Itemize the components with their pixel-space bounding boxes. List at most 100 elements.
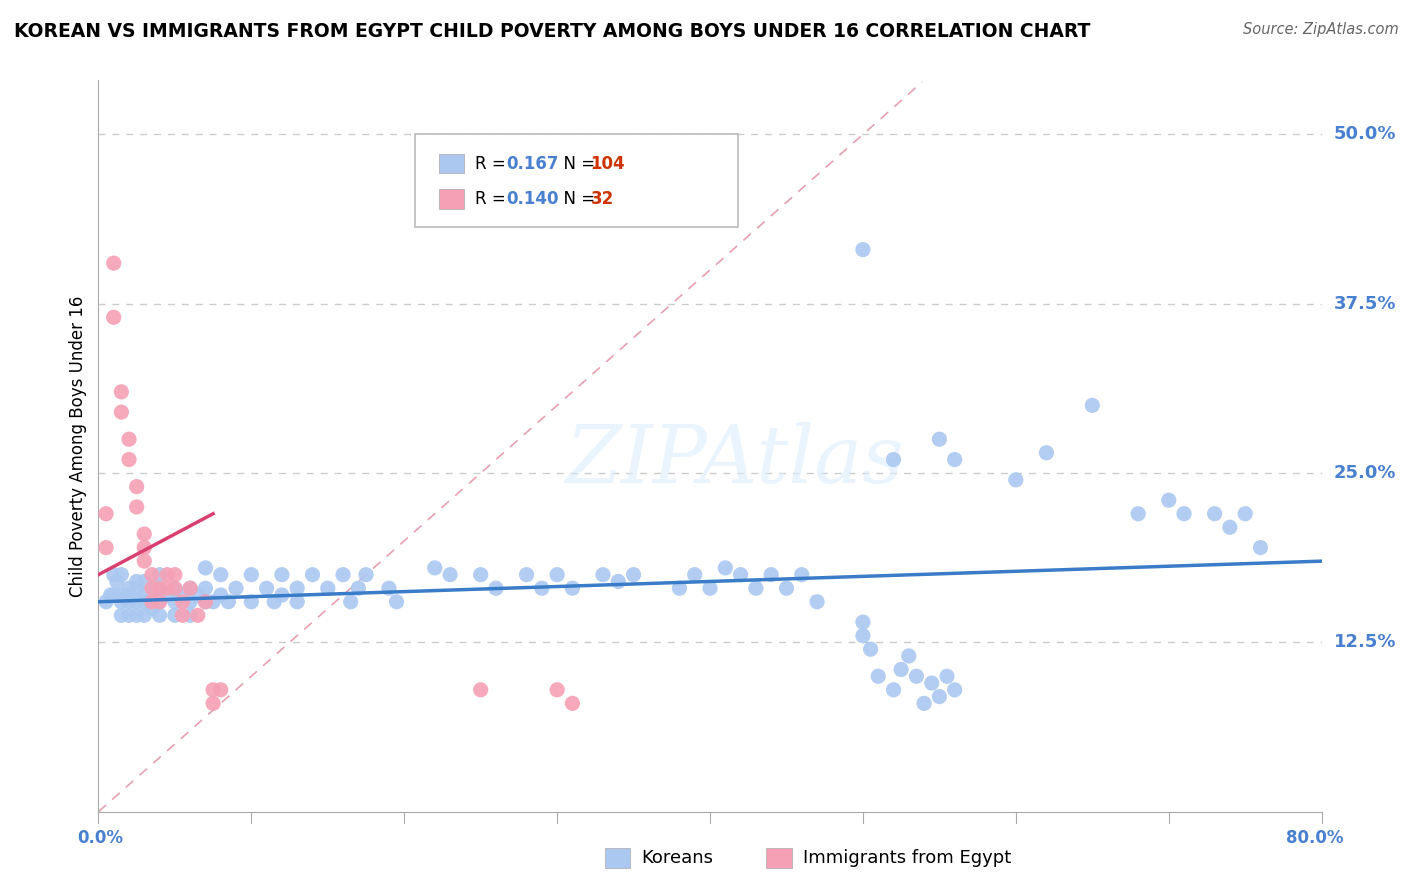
Point: [163, 567, 186, 582]
Text: 50.0%: 50.0%: [1334, 126, 1396, 144]
Point: [943, 452, 966, 467]
Point: [1004, 473, 1026, 487]
Point: [270, 567, 292, 582]
Text: 25.0%: 25.0%: [1334, 464, 1396, 482]
Point: [285, 595, 308, 609]
Point: [354, 567, 377, 582]
Point: [134, 541, 156, 555]
Point: [1128, 507, 1150, 521]
Point: [485, 581, 508, 595]
Point: [125, 500, 148, 514]
Text: Source: ZipAtlas.com: Source: ZipAtlas.com: [1243, 22, 1399, 37]
Point: [202, 595, 225, 609]
Point: [125, 574, 148, 589]
Point: [110, 588, 132, 602]
Point: [118, 432, 141, 446]
Point: [103, 588, 125, 602]
Point: [347, 581, 370, 595]
Point: [194, 581, 217, 595]
Point: [240, 567, 263, 582]
Point: [905, 669, 928, 683]
Point: [1204, 507, 1226, 521]
Point: [103, 567, 125, 582]
Point: [301, 567, 323, 582]
Point: [470, 682, 492, 697]
Point: [118, 608, 141, 623]
Point: [149, 608, 172, 623]
Point: [110, 567, 132, 582]
Text: 12.5%: 12.5%: [1334, 633, 1396, 651]
Text: 37.5%: 37.5%: [1334, 294, 1396, 313]
Point: [883, 452, 905, 467]
Point: [179, 581, 201, 595]
Point: [1035, 446, 1057, 460]
Text: R =: R =: [475, 154, 512, 173]
Point: [332, 567, 354, 582]
Point: [209, 567, 232, 582]
Point: [378, 581, 401, 595]
Point: [1234, 507, 1257, 521]
Point: [103, 256, 125, 270]
Point: [105, 574, 128, 589]
Text: ZIPAtlas: ZIPAtlas: [565, 422, 904, 500]
Point: [156, 581, 179, 595]
Point: [179, 595, 201, 609]
Point: [1249, 541, 1271, 555]
Point: [240, 595, 263, 609]
Point: [943, 682, 966, 697]
Point: [1173, 507, 1195, 521]
Point: [699, 581, 721, 595]
Text: 0.167: 0.167: [506, 154, 558, 173]
Point: [103, 310, 125, 325]
Point: [179, 581, 201, 595]
Point: [270, 588, 292, 602]
Point: [100, 588, 122, 602]
Point: [149, 567, 172, 582]
Text: Immigrants from Egypt: Immigrants from Egypt: [803, 849, 1011, 867]
Point: [775, 581, 797, 595]
Point: [790, 567, 813, 582]
Point: [225, 581, 247, 595]
Point: [439, 567, 461, 582]
Point: [125, 608, 148, 623]
Point: [141, 601, 163, 615]
Point: [202, 697, 225, 711]
Point: [134, 574, 156, 589]
Point: [912, 697, 935, 711]
Point: [217, 595, 239, 609]
Point: [141, 567, 163, 582]
Point: [163, 595, 186, 609]
Point: [187, 608, 209, 623]
Point: [172, 595, 194, 609]
Point: [149, 595, 172, 609]
Point: [163, 581, 186, 595]
Point: [1081, 398, 1104, 412]
Point: [1219, 520, 1241, 534]
Text: KOREAN VS IMMIGRANTS FROM EGYPT CHILD POVERTY AMONG BOYS UNDER 16 CORRELATION CH: KOREAN VS IMMIGRANTS FROM EGYPT CHILD PO…: [14, 22, 1091, 41]
Point: [316, 581, 339, 595]
Text: Koreans: Koreans: [641, 849, 713, 867]
Point: [256, 581, 278, 595]
Text: 32: 32: [591, 190, 614, 208]
Point: [156, 567, 179, 582]
Point: [163, 608, 186, 623]
Point: [125, 480, 148, 494]
Point: [194, 561, 217, 575]
Point: [209, 682, 232, 697]
Point: [530, 581, 553, 595]
Point: [859, 642, 882, 657]
Point: [897, 648, 920, 663]
Point: [194, 595, 217, 609]
Point: [149, 581, 172, 595]
Point: [852, 243, 875, 257]
Point: [187, 588, 209, 602]
Point: [623, 567, 645, 582]
Point: [668, 581, 690, 595]
Point: [172, 608, 194, 623]
Point: [149, 581, 172, 595]
Point: [883, 682, 905, 697]
Text: 80.0%: 80.0%: [1286, 829, 1343, 847]
Point: [134, 588, 156, 602]
Point: [179, 608, 201, 623]
Point: [1157, 493, 1180, 508]
